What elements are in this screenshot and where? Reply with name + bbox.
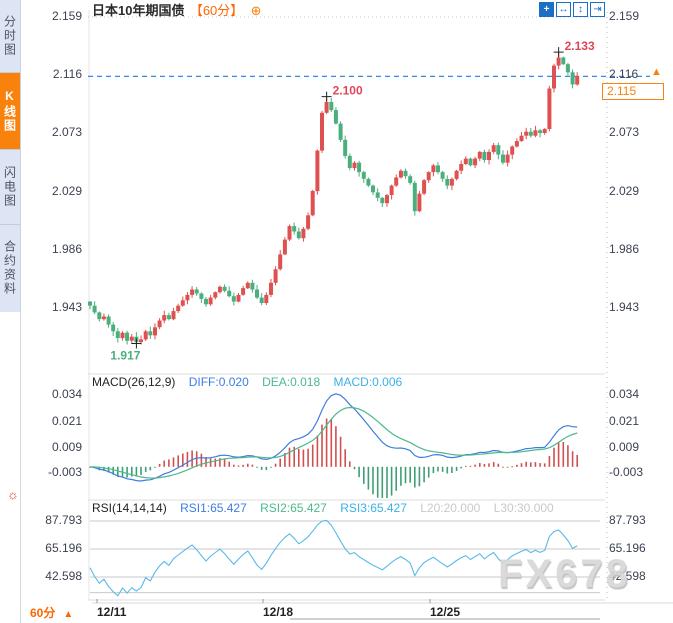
macd-title: MACD(26,12,9) bbox=[92, 375, 176, 389]
sidebar-tab-contract-info[interactable]: 合约资料 bbox=[2, 240, 17, 296]
price-markers: 1.917 2.100 2.133 bbox=[110, 39, 595, 362]
settings-sun-icon[interactable]: ☼ bbox=[7, 487, 19, 502]
macd-dea-value: DEA:0.018 bbox=[262, 375, 321, 389]
macd-diff-value: DIFF:0.020 bbox=[188, 375, 249, 389]
macd-axis-label-left: 0.034 bbox=[51, 387, 82, 401]
rsi-axis-label-left: 42.598 bbox=[45, 568, 82, 583]
fx678-watermark: FX678 bbox=[498, 552, 631, 596]
sidebar-rail bbox=[20, 312, 21, 623]
main-axis-label-right: 2.029 bbox=[609, 184, 640, 199]
current-price-box: 2.115 bbox=[602, 83, 664, 100]
macd-axis-label-left: -0.003 bbox=[47, 465, 82, 480]
interval-label: 60分 bbox=[30, 606, 56, 620]
marker-label: 2.133 bbox=[565, 39, 595, 53]
macd-axis-label-left: 0.021 bbox=[51, 414, 82, 429]
main-axis-label-right: 1.986 bbox=[609, 242, 640, 257]
scale-y-icon[interactable]: ↕ bbox=[573, 2, 588, 17]
interval-selector[interactable]: 60分 ▲ bbox=[30, 604, 73, 621]
rsi-header: RSI(14,14,14) RSI1:65.427 RSI2:65.427 RS… bbox=[92, 501, 564, 515]
scale-x-icon[interactable]: ↔ bbox=[556, 2, 571, 17]
main-axis-label-right: 2.116 bbox=[609, 67, 639, 81]
rsi1-value: RSI1:65.427 bbox=[180, 501, 247, 515]
macd-axis-label-left: 0.009 bbox=[51, 439, 82, 454]
macd-macd-value: MACD:0.006 bbox=[333, 375, 403, 389]
rsi-axis-label-right: 42.598 bbox=[609, 568, 646, 583]
candles bbox=[88, 52, 580, 345]
instrument-title: 日本10年期国债 bbox=[92, 3, 185, 18]
marker-label: 1.917 bbox=[110, 348, 140, 362]
interval-up-arrow-icon: ▲ bbox=[63, 609, 74, 620]
main-axis-label-right: 1.943 bbox=[609, 300, 640, 315]
main-axis-label-left: 2.029 bbox=[51, 184, 82, 199]
rsi-l20-value: L20:20.000 bbox=[420, 501, 481, 515]
pan-icon[interactable]: + bbox=[539, 2, 554, 17]
rsi3-value: RSI3:65.427 bbox=[340, 501, 407, 515]
x-axis-date-1: 12/11 bbox=[97, 605, 127, 619]
price-up-arrow-icon: ▲ bbox=[651, 66, 662, 78]
sidebar: 分时图 K线图 闪电图 合约资料 bbox=[0, 0, 21, 312]
main-axis-label-left: 1.986 bbox=[51, 242, 82, 257]
chart-header: 日本10年期国债 【60分】 ⊕ bbox=[92, 2, 262, 19]
main-axis-label-left: 2.073 bbox=[51, 125, 82, 139]
circle-plus-icon[interactable]: ⊕ bbox=[250, 3, 262, 18]
rsi-axis-label-right: 87.793 bbox=[609, 513, 646, 527]
main-axis-label-right: 2.159 bbox=[609, 9, 640, 23]
macd-axis-label-right: 0.034 bbox=[609, 387, 640, 401]
rsi-plot bbox=[89, 519, 578, 597]
rsi2-value: RSI2:65.427 bbox=[260, 501, 327, 515]
macd-axis-label-right: 0.021 bbox=[609, 414, 640, 429]
x-axis-date-3: 12/25 bbox=[430, 605, 461, 619]
rsi-axis-label-left: 65.196 bbox=[45, 540, 82, 555]
grid-lines bbox=[88, 10, 673, 620]
x-axis-date-2: 12/18 bbox=[263, 605, 294, 619]
macd-axis-label-right: -0.003 bbox=[609, 465, 644, 480]
rsi-l30-value: L30:30.000 bbox=[493, 501, 554, 515]
main-axis-label-left: 1.943 bbox=[51, 300, 82, 315]
macd-plot bbox=[89, 393, 578, 498]
macd-header: MACD(26,12,9) DIFF:0.020 DEA:0.018 MACD:… bbox=[92, 375, 412, 389]
rsi-title: RSI(14,14,14) bbox=[92, 501, 167, 515]
main-axis-label-left: 2.159 bbox=[51, 9, 82, 23]
main-axis-label-left: 2.116 bbox=[52, 67, 82, 81]
goto-last-icon[interactable]: ⇥ bbox=[590, 2, 605, 17]
main-axis-label-right: 2.073 bbox=[609, 125, 640, 139]
interval-tag: 【60分】 bbox=[189, 3, 244, 18]
sidebar-tab-time-chart[interactable]: 分时图 bbox=[0, 0, 20, 73]
marker-label: 2.100 bbox=[333, 84, 363, 98]
rsi-axis-label-right: 65.196 bbox=[609, 540, 646, 555]
chart-toolbar: + ↔ ↕ ⇥ bbox=[539, 2, 605, 17]
rsi-axis-label-left: 87.793 bbox=[45, 513, 82, 527]
sidebar-tab-kline-chart[interactable]: K线图 bbox=[0, 73, 20, 150]
sidebar-tab-flash-chart[interactable]: 闪电图 bbox=[0, 150, 20, 225]
macd-axis-label-right: 0.009 bbox=[609, 439, 640, 454]
